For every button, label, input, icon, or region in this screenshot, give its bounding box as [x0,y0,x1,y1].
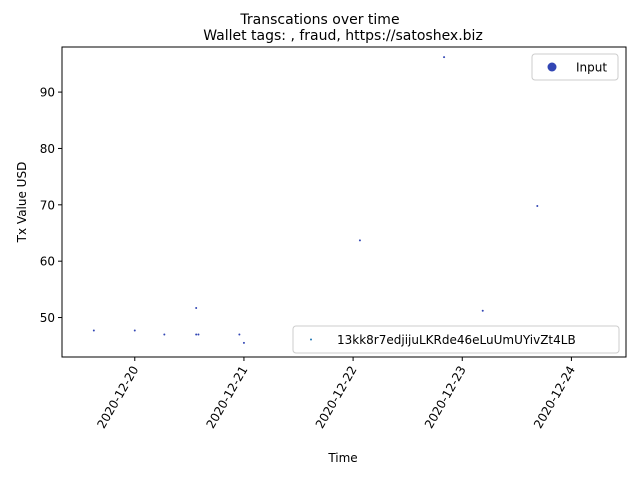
y-tick-label: 60 [40,255,55,269]
data-point [358,239,361,242]
x-tick-label: 2020-12-23 [422,364,469,431]
data-points [92,56,539,344]
x-axis: 2020-12-20 2020-12-21 2020-12-22 2020-12-23… [94,357,578,431]
y-tick-label: 80 [40,142,55,156]
data-point [133,329,136,332]
data-point [163,333,166,336]
legend-marker-input [547,62,557,72]
x-tick-label: 2020-12-21 [204,364,251,431]
address-legend: 13kk8r7edjijuLKRde46eLuUmUYivZt4LB [292,325,620,354]
data-point [443,56,446,59]
legend-frame [531,53,619,81]
address-legend-marker [310,338,312,341]
data-point [238,333,241,336]
legend-label-input: Input [576,61,607,75]
y-tick-label: 50 [40,311,55,325]
address-legend-label: 13kk8r7edjijuLKRde46eLuUmUYivZt4LB [337,333,576,347]
data-point [197,333,200,336]
data-point [195,333,198,336]
legend: Input [531,53,619,81]
plot-area [61,46,627,358]
data-point [242,341,245,344]
y-axis-label: Tx Value USD [15,162,29,244]
x-tick-label: 2020-12-24 [531,364,578,431]
data-point [536,204,539,207]
address-legend-frame [292,325,620,354]
x-tick-label: 2020-12-20 [94,364,141,431]
x-axis-label: Time [327,451,357,465]
chart-subtitle: Wallet tags: , fraud, https://satoshex.b… [203,28,483,44]
y-axis: 50 60 70 80 90 [40,86,62,325]
data-point [481,309,484,312]
data-point [195,306,198,309]
data-point [92,329,95,332]
x-tick-label: 2020-12-22 [313,364,360,431]
chart-title: Transcations over time [239,12,399,28]
y-tick-label: 70 [40,198,55,212]
y-tick-label: 90 [40,86,55,100]
